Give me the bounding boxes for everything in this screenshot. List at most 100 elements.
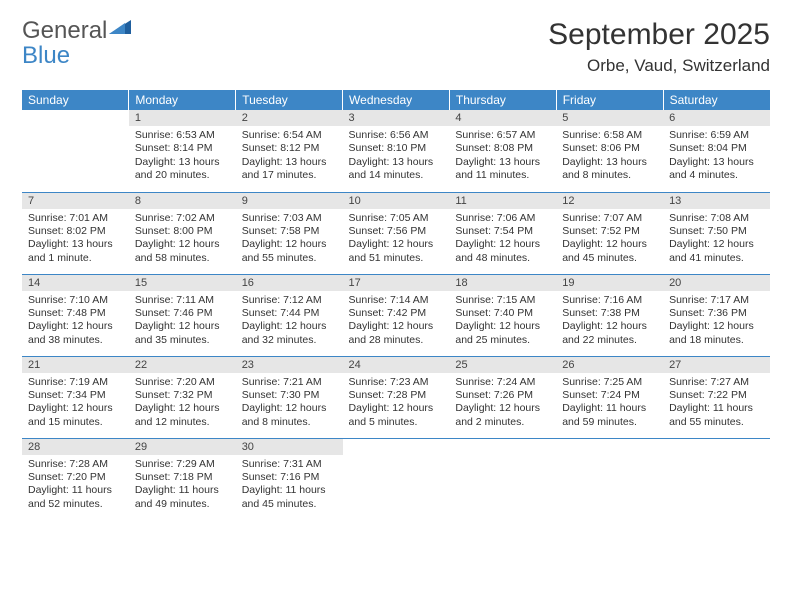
day-number: 13	[663, 193, 770, 209]
day-number	[663, 439, 770, 455]
day-number	[343, 439, 450, 455]
day-details: Sunrise: 7:19 AMSunset: 7:34 PMDaylight:…	[22, 373, 129, 434]
calendar-day-cell: 9Sunrise: 7:03 AMSunset: 7:58 PMDaylight…	[236, 192, 343, 274]
calendar-day-cell	[556, 438, 663, 520]
day-number: 7	[22, 193, 129, 209]
day-number: 6	[663, 110, 770, 126]
calendar-day-cell: 12Sunrise: 7:07 AMSunset: 7:52 PMDayligh…	[556, 192, 663, 274]
calendar-day-cell: 3Sunrise: 6:56 AMSunset: 8:10 PMDaylight…	[343, 110, 450, 192]
calendar-day-cell: 29Sunrise: 7:29 AMSunset: 7:18 PMDayligh…	[129, 438, 236, 520]
day-number: 10	[343, 193, 450, 209]
day-number: 21	[22, 357, 129, 373]
day-details: Sunrise: 7:02 AMSunset: 8:00 PMDaylight:…	[129, 209, 236, 270]
day-number: 12	[556, 193, 663, 209]
calendar-day-cell: 26Sunrise: 7:25 AMSunset: 7:24 PMDayligh…	[556, 356, 663, 438]
day-details: Sunrise: 7:08 AMSunset: 7:50 PMDaylight:…	[663, 209, 770, 270]
calendar-week-row: 1Sunrise: 6:53 AMSunset: 8:14 PMDaylight…	[22, 110, 770, 192]
brand-general: General	[22, 17, 107, 44]
calendar-day-cell: 16Sunrise: 7:12 AMSunset: 7:44 PMDayligh…	[236, 274, 343, 356]
day-details: Sunrise: 7:10 AMSunset: 7:48 PMDaylight:…	[22, 291, 129, 352]
day-number: 5	[556, 110, 663, 126]
day-number: 3	[343, 110, 450, 126]
title-block: September 2025 Orbe, Vaud, Switzerland	[548, 18, 770, 76]
day-details: Sunrise: 6:59 AMSunset: 8:04 PMDaylight:…	[663, 126, 770, 187]
calendar-week-row: 28Sunrise: 7:28 AMSunset: 7:20 PMDayligh…	[22, 438, 770, 520]
calendar-day-cell	[663, 438, 770, 520]
day-details: Sunrise: 7:23 AMSunset: 7:28 PMDaylight:…	[343, 373, 450, 434]
day-details: Sunrise: 7:17 AMSunset: 7:36 PMDaylight:…	[663, 291, 770, 352]
brand-logo: General Blue	[22, 18, 131, 68]
day-number: 8	[129, 193, 236, 209]
day-number: 29	[129, 439, 236, 455]
calendar-day-cell: 25Sunrise: 7:24 AMSunset: 7:26 PMDayligh…	[449, 356, 556, 438]
brand-blue: Blue	[22, 42, 70, 69]
calendar-week-row: 7Sunrise: 7:01 AMSunset: 8:02 PMDaylight…	[22, 192, 770, 274]
calendar-day-cell: 19Sunrise: 7:16 AMSunset: 7:38 PMDayligh…	[556, 274, 663, 356]
day-number	[556, 439, 663, 455]
day-details: Sunrise: 7:21 AMSunset: 7:30 PMDaylight:…	[236, 373, 343, 434]
day-details: Sunrise: 7:12 AMSunset: 7:44 PMDaylight:…	[236, 291, 343, 352]
day-details: Sunrise: 7:06 AMSunset: 7:54 PMDaylight:…	[449, 209, 556, 270]
calendar-day-cell: 23Sunrise: 7:21 AMSunset: 7:30 PMDayligh…	[236, 356, 343, 438]
day-number: 17	[343, 275, 450, 291]
calendar-day-cell: 24Sunrise: 7:23 AMSunset: 7:28 PMDayligh…	[343, 356, 450, 438]
day-details: Sunrise: 7:27 AMSunset: 7:22 PMDaylight:…	[663, 373, 770, 434]
day-number: 2	[236, 110, 343, 126]
calendar-day-cell: 27Sunrise: 7:27 AMSunset: 7:22 PMDayligh…	[663, 356, 770, 438]
day-number	[449, 439, 556, 455]
day-details: Sunrise: 6:57 AMSunset: 8:08 PMDaylight:…	[449, 126, 556, 187]
calendar-day-cell: 8Sunrise: 7:02 AMSunset: 8:00 PMDaylight…	[129, 192, 236, 274]
calendar-header-row: SundayMondayTuesdayWednesdayThursdayFrid…	[22, 90, 770, 110]
calendar-day-cell: 30Sunrise: 7:31 AMSunset: 7:16 PMDayligh…	[236, 438, 343, 520]
weekday-header: Tuesday	[236, 90, 343, 110]
calendar-day-cell: 18Sunrise: 7:15 AMSunset: 7:40 PMDayligh…	[449, 274, 556, 356]
calendar-day-cell: 7Sunrise: 7:01 AMSunset: 8:02 PMDaylight…	[22, 192, 129, 274]
day-details: Sunrise: 7:03 AMSunset: 7:58 PMDaylight:…	[236, 209, 343, 270]
day-number: 24	[343, 357, 450, 373]
weekday-header: Thursday	[449, 90, 556, 110]
calendar-day-cell	[343, 438, 450, 520]
day-details: Sunrise: 7:28 AMSunset: 7:20 PMDaylight:…	[22, 455, 129, 516]
day-details: Sunrise: 7:05 AMSunset: 7:56 PMDaylight:…	[343, 209, 450, 270]
day-details: Sunrise: 7:25 AMSunset: 7:24 PMDaylight:…	[556, 373, 663, 434]
day-number: 19	[556, 275, 663, 291]
weekday-header: Wednesday	[343, 90, 450, 110]
calendar-document: General Blue September 2025 Orbe, Vaud, …	[0, 0, 792, 612]
day-number: 4	[449, 110, 556, 126]
calendar-day-cell: 21Sunrise: 7:19 AMSunset: 7:34 PMDayligh…	[22, 356, 129, 438]
day-details: Sunrise: 6:58 AMSunset: 8:06 PMDaylight:…	[556, 126, 663, 187]
day-number: 30	[236, 439, 343, 455]
calendar-day-cell	[449, 438, 556, 520]
day-number: 1	[129, 110, 236, 126]
calendar-table: SundayMondayTuesdayWednesdayThursdayFrid…	[22, 90, 770, 520]
day-number: 23	[236, 357, 343, 373]
day-number: 18	[449, 275, 556, 291]
brand-wordmark: General Blue	[22, 18, 131, 68]
day-details: Sunrise: 7:01 AMSunset: 8:02 PMDaylight:…	[22, 209, 129, 270]
header: General Blue September 2025 Orbe, Vaud, …	[22, 18, 770, 76]
day-details: Sunrise: 6:54 AMSunset: 8:12 PMDaylight:…	[236, 126, 343, 187]
calendar-day-cell: 15Sunrise: 7:11 AMSunset: 7:46 PMDayligh…	[129, 274, 236, 356]
day-number: 16	[236, 275, 343, 291]
day-number: 27	[663, 357, 770, 373]
calendar-day-cell: 28Sunrise: 7:28 AMSunset: 7:20 PMDayligh…	[22, 438, 129, 520]
day-details: Sunrise: 6:56 AMSunset: 8:10 PMDaylight:…	[343, 126, 450, 187]
day-number: 11	[449, 193, 556, 209]
month-title: September 2025	[548, 18, 770, 52]
calendar-day-cell: 1Sunrise: 6:53 AMSunset: 8:14 PMDaylight…	[129, 110, 236, 192]
calendar-day-cell: 5Sunrise: 6:58 AMSunset: 8:06 PMDaylight…	[556, 110, 663, 192]
calendar-week-row: 14Sunrise: 7:10 AMSunset: 7:48 PMDayligh…	[22, 274, 770, 356]
calendar-day-cell: 22Sunrise: 7:20 AMSunset: 7:32 PMDayligh…	[129, 356, 236, 438]
calendar-day-cell: 10Sunrise: 7:05 AMSunset: 7:56 PMDayligh…	[343, 192, 450, 274]
day-details: Sunrise: 7:20 AMSunset: 7:32 PMDaylight:…	[129, 373, 236, 434]
calendar-day-cell: 20Sunrise: 7:17 AMSunset: 7:36 PMDayligh…	[663, 274, 770, 356]
calendar-day-cell: 17Sunrise: 7:14 AMSunset: 7:42 PMDayligh…	[343, 274, 450, 356]
calendar-day-cell: 13Sunrise: 7:08 AMSunset: 7:50 PMDayligh…	[663, 192, 770, 274]
logo-triangle-icon	[109, 18, 131, 39]
day-number: 14	[22, 275, 129, 291]
weekday-header: Monday	[129, 90, 236, 110]
location-subtitle: Orbe, Vaud, Switzerland	[548, 56, 770, 76]
calendar-day-cell: 14Sunrise: 7:10 AMSunset: 7:48 PMDayligh…	[22, 274, 129, 356]
day-number: 25	[449, 357, 556, 373]
day-number: 15	[129, 275, 236, 291]
